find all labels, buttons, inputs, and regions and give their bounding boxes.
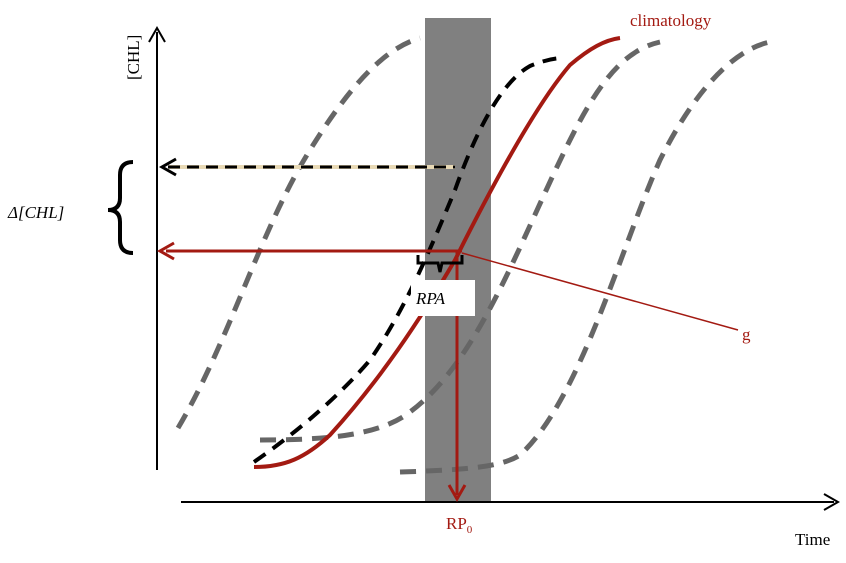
gray-dashed-curve-3 bbox=[399, 39, 771, 475]
black-dashed-curve bbox=[252, 56, 566, 464]
rp0-label: RP0 bbox=[446, 514, 473, 536]
g-pointer-line bbox=[461, 252, 739, 331]
y-axis-label: [CHL] bbox=[124, 35, 143, 80]
rp0-base: RP bbox=[446, 514, 467, 533]
rp0-subscript: 0 bbox=[467, 524, 473, 536]
red-rp-arrowhead bbox=[447, 484, 467, 503]
rpa-bracket bbox=[416, 255, 464, 273]
dashed-chl-arrowhead bbox=[158, 157, 177, 177]
g-label: g bbox=[742, 325, 751, 344]
delta-chl-brace bbox=[107, 160, 134, 255]
gray-dashed-curve-1 bbox=[175, 35, 421, 430]
gray-dashed-curve-2 bbox=[259, 39, 661, 443]
climatology-label: climatology bbox=[630, 11, 712, 30]
red-chl-arrowhead bbox=[156, 241, 175, 261]
x-axis-label: Time bbox=[795, 530, 830, 549]
climatology-curve bbox=[253, 36, 621, 469]
x-axis-arrowhead bbox=[823, 493, 841, 511]
y-axis-arrowhead bbox=[148, 25, 166, 43]
rpa-label: RPA bbox=[415, 289, 446, 308]
delta-chl-label: Δ[CHL] bbox=[7, 203, 64, 222]
rpa-label-box bbox=[411, 280, 475, 316]
